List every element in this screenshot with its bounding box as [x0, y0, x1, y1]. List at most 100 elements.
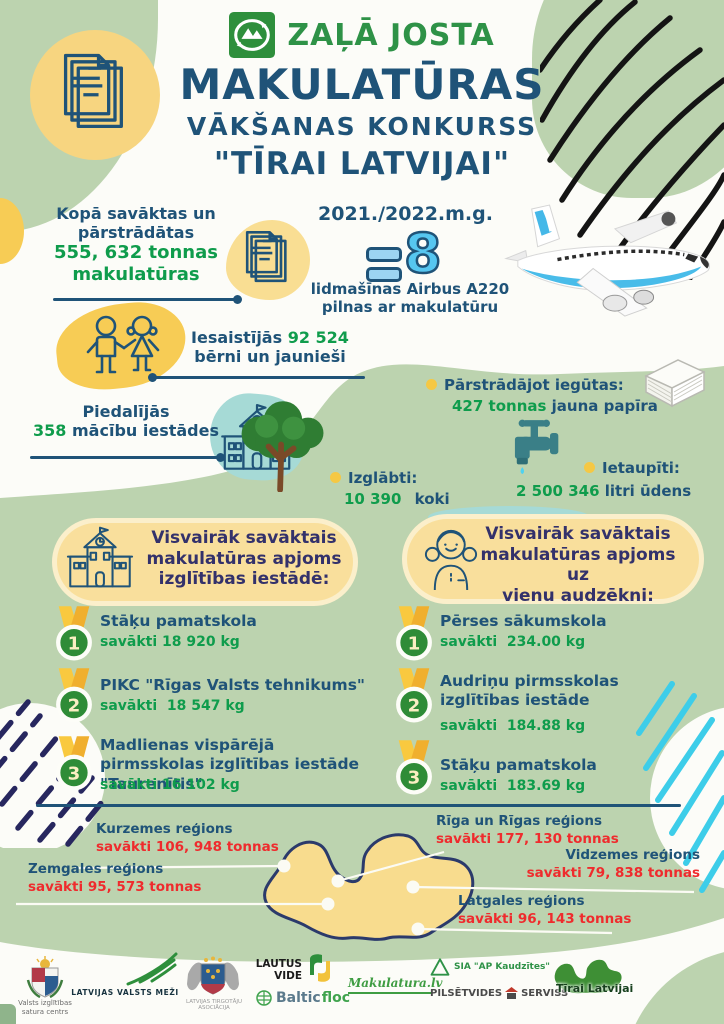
- region-label-zemgale: Zemgales reģions savākti 95, 573 tonnas: [28, 861, 201, 896]
- stat-participants-value: 92 524: [287, 328, 349, 347]
- stat-schools-value: 358: [33, 421, 67, 441]
- stat-collected-line1: Kopā savāktas un: [56, 204, 216, 223]
- badge-per-student-title: Visvairāk savāktais makulatūras apjoms u…: [468, 524, 688, 607]
- region-name: Kurzemes reģions: [96, 821, 233, 837]
- badge-title-line: vienu audzēkni:: [502, 586, 654, 607]
- rank-school-2-name: PIKC "Rīgas Valsts tehnikums": [100, 676, 365, 694]
- region-name: Zemgales reģions: [28, 861, 164, 877]
- tirai-latvijai-logo-text: Tīrai Latvijai: [556, 982, 634, 995]
- stat-water-value: 2 500 346: [516, 482, 600, 500]
- rank-student-2-amount: savākti 184.88 kg: [440, 718, 586, 734]
- medal-2-icon: 2: [396, 668, 432, 723]
- children-icon: [86, 315, 160, 374]
- stat-water-suffix: litri ūdens: [604, 482, 692, 500]
- page-title: MAKULATŪRAS: [179, 60, 545, 109]
- stat-paper-label-row: Pārstrādājot iegūtas:: [426, 375, 624, 394]
- rank-student-3-name: Stāķu pamatskola: [440, 756, 597, 774]
- medal-3-icon: 3: [396, 740, 432, 795]
- medal-1-icon: 1: [56, 606, 92, 661]
- stat-paper-suffix: jauna papīra: [551, 397, 658, 415]
- svg-text:3: 3: [68, 763, 81, 784]
- stat-schools: Piedalījās 358 mācību iestādes: [20, 402, 232, 440]
- stat-collected-value2: makulatūras: [72, 263, 200, 285]
- rank-school-3-name: Madlienas vispārējā pirmsskolas izglītīb…: [100, 736, 360, 793]
- paper-stack-icon: [644, 359, 706, 408]
- pilsetvides-house-icon: [505, 987, 519, 999]
- visc-caption: Valsts izglītības satura centrs: [8, 999, 82, 1017]
- paper-documents-icon: [63, 53, 123, 129]
- paper-documents-icon-small: [245, 230, 287, 283]
- stat-participants-line2: bērni un jaunieši: [194, 347, 346, 367]
- region-label-riga: Rīga un Rīgas reģions savākti 177, 130 t…: [436, 813, 619, 848]
- badge-title-line: Visvairāk savāktais: [151, 528, 337, 548]
- lta-coat-of-arms-logo: [187, 956, 239, 995]
- stat-participants-underline: [148, 372, 365, 382]
- tree-icon: [241, 401, 324, 492]
- stat-participants: Iesaistījās 92 524 bērni un jaunieši: [180, 328, 360, 366]
- rank-school-2-amount: savākti 18 547 kg: [100, 698, 245, 714]
- stat-water-label-row: Ietaupīti:: [584, 458, 680, 477]
- badge-title-line: makulatūras apjoms uz: [480, 544, 676, 586]
- stat-schools-underline: [30, 452, 225, 462]
- balticfloc-text-floc: floc: [321, 990, 351, 1006]
- visc-caption-line: satura centrs: [21, 1008, 69, 1017]
- school-building-icon-badge: [66, 526, 134, 588]
- lautus-line: VIDE: [274, 970, 302, 983]
- region-amount: savākti 95, 573 tonnas: [28, 878, 202, 895]
- region-label-kurzeme: Kurzemes reģions savākti 106, 948 tonnas: [96, 821, 279, 856]
- lvm-logo-label: LATVIJAS VALSTS MEŽI: [71, 988, 179, 997]
- medal-3-icon: 3: [56, 736, 92, 791]
- region-amount: savākti 79, 838 tonnas: [526, 864, 700, 881]
- stat-schools-line1: Piedalījās: [82, 402, 170, 421]
- badge-by-school-title: Visvairāk savāktais makulatūras apjoms i…: [138, 528, 350, 590]
- stat-water-label: Ietaupīti:: [602, 459, 680, 477]
- balticfloc-logo: Baltic floc: [256, 990, 350, 1006]
- balticfloc-globe-icon: [256, 990, 272, 1006]
- plane-caption-line1: lidmašīnas Airbus A220: [310, 280, 510, 298]
- stat-trees-value: 10 390: [344, 490, 402, 508]
- svg-text:3: 3: [408, 767, 421, 788]
- stat-collected-underline: [53, 294, 242, 304]
- decor-green-blob-topright: [532, 0, 724, 198]
- badge-by-school: [52, 518, 358, 606]
- badge-title-line: Visvairāk savāktais: [485, 524, 671, 544]
- balticfloc-text-baltic: Baltic: [276, 990, 321, 1006]
- pilsetvides-text: PILSĒTVIDES: [430, 987, 503, 999]
- page-subtitle: VĀKŠANAS KONKURSS: [186, 112, 538, 141]
- makulatura-logo-text: Makulatura.lv: [348, 976, 443, 994]
- stat-trees-suffix: koki: [414, 490, 450, 508]
- stat-trees-value-row: 10 390 koki: [344, 490, 450, 508]
- svg-text:2: 2: [408, 695, 421, 716]
- girl-student-icon: [424, 529, 478, 590]
- rank-student-2-name: Audriņu pirmsskolas izglītības iestāde: [440, 672, 619, 710]
- medal-2-icon: 2: [56, 668, 92, 723]
- lautus-vide-logo-icon: [310, 954, 330, 982]
- lta-caption: LATVIJAS TIRGOTĀJU ASOCIĀCIJA: [186, 999, 242, 1011]
- visc-coat-of-arms-logo: [26, 956, 64, 998]
- map-connector-lines: [16, 850, 695, 936]
- rank-student-1-name: Pērses sākumskola: [440, 612, 607, 630]
- lvm-swoosh-icon: [126, 952, 178, 986]
- season-label: 2021./2022.m.g.: [318, 203, 493, 225]
- plane-caption: lidmašīnas Airbus A220 pilnas ar makulat…: [300, 280, 520, 316]
- stat-participants-prefix: Iesaistījās: [191, 328, 283, 347]
- pilsetvides-serviss-logo: PILSĒTVIDES SERVISS: [430, 987, 568, 999]
- rank-school-1-amount: savākti 18 920 kg: [100, 634, 240, 650]
- svg-text:1: 1: [68, 633, 81, 654]
- rank-student-1-amount: savākti 234.00 kg: [440, 634, 586, 650]
- serviss-text: SERVISS: [521, 987, 569, 999]
- stat-paper-value-row: 427 tonnas jauna papīra: [452, 397, 658, 415]
- yellow-bullet-icon: [426, 379, 437, 390]
- lautus-line: LAUTUS: [255, 958, 302, 970]
- yellow-bullet-icon: [330, 472, 341, 483]
- stat-schools-suffix: mācību iestādes: [72, 421, 219, 441]
- logo-wordmark: ZAĻĀ JOSTA: [287, 17, 495, 53]
- latvia-map: [263, 833, 475, 941]
- zala-josta-logo-icon: [229, 12, 276, 58]
- stat-collected-line2: pārstrādātas: [77, 223, 195, 243]
- campaign-title: "TĪRAI LATVIJAI": [213, 146, 511, 182]
- stat-water-value-row: 2 500 346 litri ūdens: [516, 482, 691, 500]
- stat-collected-value: 555, 632 tonnas: [54, 242, 218, 264]
- region-label-vidzeme: Vidzemes reģions savākti 79, 838 tonnas: [520, 847, 700, 882]
